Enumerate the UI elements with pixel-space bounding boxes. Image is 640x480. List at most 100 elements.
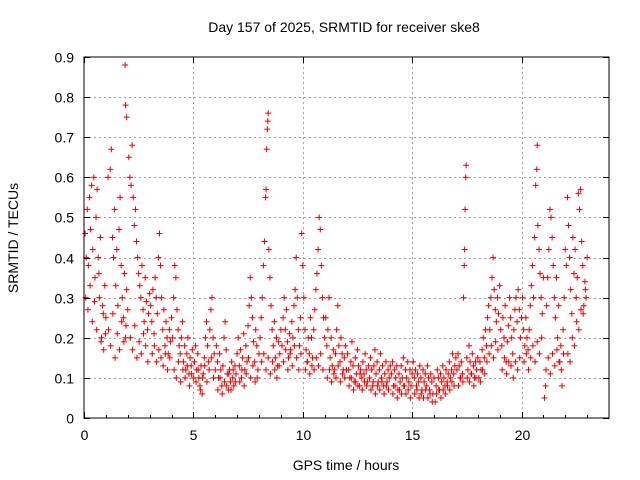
data-point (534, 222, 541, 229)
data-point (287, 346, 294, 353)
data-point (381, 390, 388, 397)
data-point (105, 326, 112, 333)
data-point (466, 342, 472, 349)
data-point (525, 366, 532, 373)
data-point (216, 350, 223, 357)
data-point (334, 302, 341, 309)
data-point (177, 378, 184, 385)
y-tick-label: 0.1 (55, 371, 75, 387)
data-point (286, 330, 293, 337)
data-point (357, 370, 364, 377)
data-point (536, 246, 542, 253)
data-point (571, 342, 578, 349)
data-point (529, 342, 536, 349)
data-point (368, 366, 375, 373)
data-point (291, 302, 297, 309)
data-point (452, 354, 459, 361)
data-point (502, 302, 509, 309)
data-point (555, 302, 562, 309)
data-point (374, 382, 381, 389)
data-point (133, 354, 140, 361)
data-point (508, 362, 514, 369)
data-point (183, 350, 190, 357)
data-point (544, 274, 551, 281)
data-point (223, 346, 230, 353)
data-point (85, 262, 92, 269)
data-point (363, 382, 370, 389)
data-point (416, 362, 423, 369)
data-point (245, 322, 252, 329)
data-point (98, 338, 105, 345)
data-point (238, 366, 245, 373)
x-tick-label: 15 (405, 427, 421, 443)
data-point (485, 302, 492, 309)
data-point (367, 354, 374, 361)
data-point (440, 374, 447, 381)
data-point (291, 342, 298, 349)
data-point (346, 382, 353, 389)
data-point (171, 366, 178, 373)
data-point (262, 194, 269, 201)
data-point (516, 354, 523, 361)
data-point (414, 370, 421, 377)
data-point (487, 294, 494, 301)
data-point (470, 382, 477, 389)
data-point (357, 366, 364, 373)
data-point (514, 366, 521, 373)
data-point (230, 382, 237, 389)
data-point (397, 378, 404, 385)
data-point (179, 366, 186, 373)
data-point (363, 366, 370, 373)
data-point (142, 274, 149, 281)
x-tick-label: 20 (515, 427, 531, 443)
data-point (206, 326, 213, 333)
data-point (211, 350, 218, 357)
data-point (312, 286, 319, 293)
data-point (210, 374, 217, 381)
data-point (200, 370, 207, 377)
data-point (553, 346, 560, 353)
data-point (446, 386, 453, 393)
data-point (479, 346, 486, 353)
data-point (388, 370, 395, 377)
data-point (142, 342, 149, 349)
data-point (280, 314, 287, 321)
data-point (576, 206, 583, 213)
data-point (490, 354, 497, 361)
data-point (108, 146, 115, 153)
data-point (391, 366, 398, 373)
data-point (133, 238, 140, 245)
data-point (95, 270, 102, 277)
y-tick-label: 0.3 (55, 291, 75, 307)
data-point (160, 362, 167, 369)
data-point (422, 386, 429, 393)
data-point (149, 286, 156, 293)
x-tick-label: 0 (81, 427, 89, 443)
data-point (87, 282, 94, 289)
data-point (282, 326, 289, 333)
data-point (553, 274, 560, 281)
data-point (95, 254, 102, 261)
data-point (558, 382, 565, 389)
data-point (117, 194, 124, 201)
data-point (249, 362, 256, 369)
data-point (546, 206, 553, 213)
data-point (273, 334, 280, 341)
data-point (243, 370, 250, 377)
data-point (91, 274, 98, 281)
data-point (157, 262, 164, 269)
data-point (521, 342, 528, 349)
data-point (107, 166, 114, 173)
data-point (468, 370, 475, 377)
data-point (379, 362, 386, 369)
data-point (359, 386, 366, 393)
data-point (184, 362, 191, 369)
data-point (459, 370, 466, 377)
data-point (120, 314, 127, 321)
data-point (460, 294, 467, 301)
data-point (90, 174, 97, 181)
data-point (113, 246, 120, 253)
data-point (362, 350, 369, 357)
data-point (534, 142, 541, 149)
data-point (459, 378, 466, 385)
